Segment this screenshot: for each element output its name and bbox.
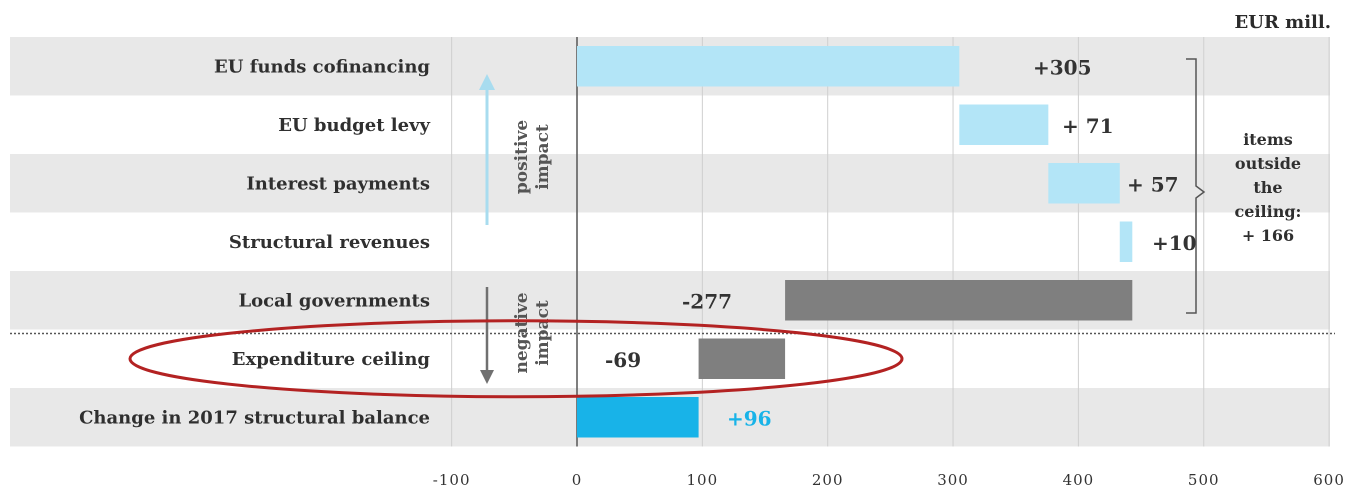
bars bbox=[577, 46, 1133, 438]
category-label: Interest payments bbox=[246, 173, 430, 194]
x-tick-label: 0 bbox=[572, 471, 583, 489]
ceiling-note-line: + 166 bbox=[1241, 226, 1295, 245]
highlight-ellipse bbox=[128, 319, 904, 399]
value-label: + 71 bbox=[1062, 114, 1114, 138]
category-label: EU budget levy bbox=[278, 115, 430, 136]
ceiling-note: items outside the ceiling: + 166 bbox=[1208, 128, 1328, 248]
bar bbox=[577, 397, 699, 438]
value-label: +10 bbox=[1152, 231, 1197, 255]
category-label: Structural revenues bbox=[229, 232, 430, 253]
x-tick-label: 200 bbox=[812, 471, 844, 489]
value-labels: +305 + 71 + 57 +10 -277 -69 +96 bbox=[605, 55, 1197, 430]
value-label: +305 bbox=[1033, 55, 1092, 79]
ceiling-note-line: the bbox=[1253, 178, 1283, 197]
positive-arrow-head bbox=[479, 74, 495, 90]
bar bbox=[577, 46, 960, 87]
x-axis-ticks: -100 0 100 200 300 400 500 600 bbox=[433, 471, 1345, 489]
category-label: EU funds cofinancing bbox=[214, 56, 430, 77]
positive-impact-label-line: positive bbox=[512, 120, 532, 194]
unit-label: EUR mill. bbox=[1234, 12, 1331, 33]
category-label: Change in 2017 structural balance bbox=[79, 407, 430, 428]
x-tick-label: 300 bbox=[937, 471, 969, 489]
x-tick-label: 100 bbox=[687, 471, 719, 489]
bar bbox=[1119, 221, 1133, 262]
category-label: Expenditure ceiling bbox=[232, 349, 431, 370]
negative-arrow-head bbox=[480, 370, 494, 384]
x-tick-label: 600 bbox=[1313, 471, 1345, 489]
positive-impact-label-line: impact bbox=[533, 124, 553, 190]
ceiling-note-line: items bbox=[1243, 130, 1293, 149]
negative-impact-label-line: negative bbox=[512, 292, 532, 373]
value-label: + 57 bbox=[1127, 172, 1179, 196]
gridlines bbox=[10, 37, 1335, 447]
x-tick-label: 400 bbox=[1063, 471, 1095, 489]
x-tick-label: -100 bbox=[433, 471, 471, 489]
value-label: -69 bbox=[605, 348, 641, 372]
x-tick-label: 500 bbox=[1188, 471, 1220, 489]
positive-impact-label: positive impact bbox=[512, 120, 553, 194]
category-label: Local governments bbox=[239, 290, 431, 311]
bar bbox=[785, 280, 1133, 321]
negative-impact-label-line: impact bbox=[533, 300, 553, 366]
bar bbox=[698, 338, 786, 379]
ceiling-note-line: ceiling: bbox=[1234, 202, 1302, 221]
negative-impact-label: negative impact bbox=[512, 292, 553, 373]
brace bbox=[1186, 58, 1206, 314]
value-label: +96 bbox=[727, 406, 772, 430]
bar bbox=[959, 104, 1049, 145]
value-label: -277 bbox=[682, 289, 732, 313]
category-labels: EU funds cofinancing EU budget levy Intere… bbox=[79, 56, 430, 428]
bar bbox=[1048, 163, 1120, 204]
ceiling-note-line: outside bbox=[1234, 154, 1302, 173]
